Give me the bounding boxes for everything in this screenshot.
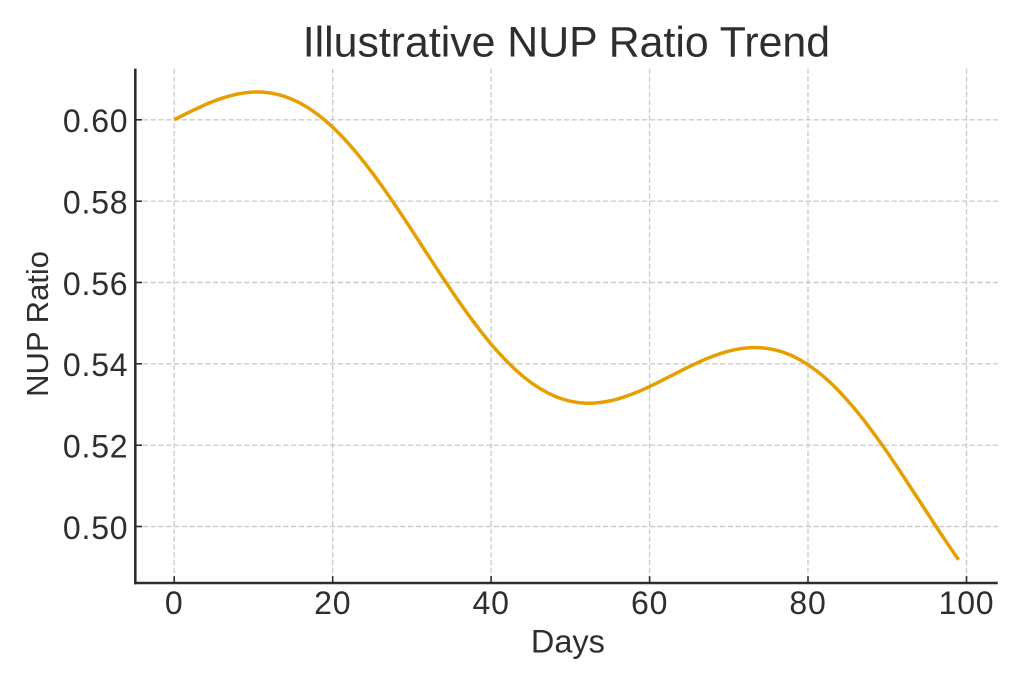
svg-text:0.50: 0.50	[63, 510, 128, 546]
svg-text:0.58: 0.58	[63, 185, 128, 221]
svg-text:0.52: 0.52	[63, 429, 128, 465]
svg-text:Days: Days	[531, 623, 605, 659]
svg-text:60: 60	[631, 585, 668, 621]
svg-text:0.54: 0.54	[63, 347, 128, 383]
svg-text:0.56: 0.56	[63, 266, 128, 302]
svg-text:Illustrative NUP Ratio Trend: Illustrative NUP Ratio Trend	[303, 18, 830, 66]
svg-text:80: 80	[789, 585, 826, 621]
svg-text:0: 0	[165, 585, 184, 621]
svg-text:20: 20	[314, 585, 351, 621]
svg-text:NUP Ratio: NUP Ratio	[20, 251, 55, 397]
svg-text:100: 100	[939, 585, 995, 621]
svg-text:0.60: 0.60	[63, 103, 128, 139]
svg-text:40: 40	[472, 585, 509, 621]
